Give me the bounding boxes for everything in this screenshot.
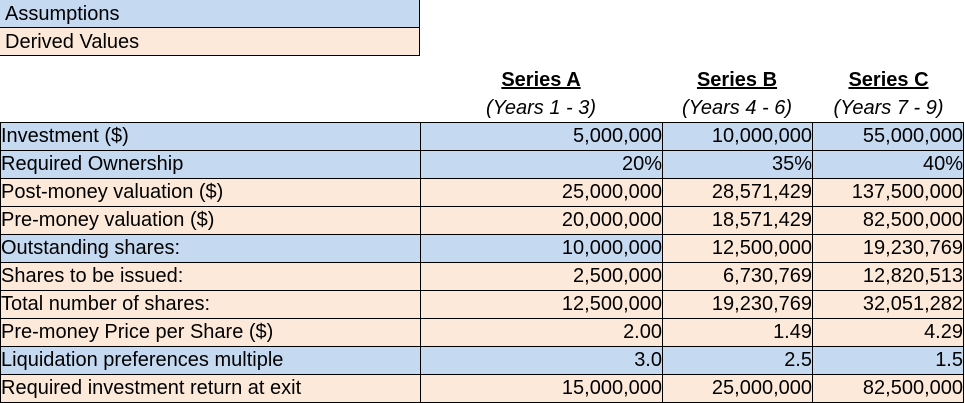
table-row-liquidation-multiple: Liquidation preferences multiple 3.0 2.5… [0, 346, 964, 375]
series-c-subtitle[interactable]: (Years 7 - 9) [833, 97, 944, 119]
cell-series-b[interactable]: 6,730,769 [662, 262, 813, 291]
cell-series-c[interactable]: 55,000,000 [812, 122, 964, 151]
series-a-title[interactable]: Series A [501, 69, 581, 91]
cell-series-a[interactable]: 5,000,000 [420, 122, 663, 151]
row-label[interactable]: Liquidation preferences multiple [0, 346, 421, 375]
cell-series-b[interactable]: 35% [662, 150, 813, 179]
row-label[interactable]: Required investment return at exit [0, 374, 421, 403]
cell-series-a[interactable]: 10,000,000 [420, 234, 663, 263]
row-label[interactable]: Total number of shares: [0, 290, 421, 319]
row-label[interactable]: Outstanding shares: [0, 234, 421, 263]
cell-series-a[interactable]: 2,500,000 [420, 262, 663, 291]
cell-series-b[interactable]: 12,500,000 [662, 234, 813, 263]
cell-series-b[interactable]: 25,000,000 [662, 374, 813, 403]
cell-series-c[interactable]: 32,051,282 [812, 290, 964, 319]
cell-series-a[interactable]: 2.00 [420, 318, 663, 347]
table-row-investment: Investment ($) 5,000,000 10,000,000 55,0… [0, 122, 964, 151]
cell-series-c[interactable]: 1.5 [812, 346, 964, 375]
column-header-series-b: Series B (Years 4 - 6) [662, 66, 812, 122]
row-label[interactable]: Investment ($) [0, 122, 421, 151]
table-row-price-per-share: Pre-money Price per Share ($) 2.00 1.49 … [0, 318, 964, 347]
cell-series-b[interactable]: 10,000,000 [662, 122, 813, 151]
cell-series-c[interactable]: 19,230,769 [812, 234, 964, 263]
cell-series-c[interactable]: 40% [812, 150, 964, 179]
cell-series-c[interactable]: 82,500,000 [812, 374, 964, 403]
cell-series-a[interactable]: 25,000,000 [420, 178, 663, 207]
cell-series-a[interactable]: 15,000,000 [420, 374, 663, 403]
financing-table: Investment ($) 5,000,000 10,000,000 55,0… [0, 122, 964, 403]
cell-series-b[interactable]: 18,571,429 [662, 206, 813, 235]
row-label[interactable]: Shares to be issued: [0, 262, 421, 291]
table-row-shares-to-be-issued: Shares to be issued: 2,500,000 6,730,769… [0, 262, 964, 291]
cell-series-c[interactable]: 12,820,513 [812, 262, 964, 291]
column-header-series-c: Series C (Years 7 - 9) [812, 66, 965, 122]
cell-series-b[interactable]: 2.5 [662, 346, 813, 375]
cell-series-a[interactable]: 20,000,000 [420, 206, 663, 235]
table-row-outstanding-shares: Outstanding shares: 10,000,000 12,500,00… [0, 234, 964, 263]
row-label[interactable]: Pre-money Price per Share ($) [0, 318, 421, 347]
cell-series-b[interactable]: 1.49 [662, 318, 813, 347]
legend-derived-values[interactable]: Derived Values [0, 28, 420, 56]
column-headers: Series A (Years 1 - 3) Series B (Years 4… [420, 66, 965, 122]
table-row-post-money-valuation: Post-money valuation ($) 25,000,000 28,5… [0, 178, 964, 207]
column-header-series-a: Series A (Years 1 - 3) [420, 66, 662, 122]
cell-series-c[interactable]: 137,500,000 [812, 178, 964, 207]
table-row-required-return: Required investment return at exit 15,00… [0, 374, 964, 403]
cell-series-c[interactable]: 4.29 [812, 318, 964, 347]
cell-series-a[interactable]: 12,500,000 [420, 290, 663, 319]
cell-series-a[interactable]: 3.0 [420, 346, 663, 375]
series-b-title[interactable]: Series B [696, 69, 778, 91]
series-a-subtitle[interactable]: (Years 1 - 3) [485, 97, 597, 119]
legend-assumptions[interactable]: Assumptions [0, 0, 420, 28]
color-legend: Assumptions Derived Values [0, 0, 420, 56]
cell-series-b[interactable]: 19,230,769 [662, 290, 813, 319]
table-row-required-ownership: Required Ownership 20% 35% 40% [0, 150, 964, 179]
table-row-pre-money-valuation: Pre-money valuation ($) 20,000,000 18,57… [0, 206, 964, 235]
cell-series-b[interactable]: 28,571,429 [662, 178, 813, 207]
row-label[interactable]: Pre-money valuation ($) [0, 206, 421, 235]
series-b-subtitle[interactable]: (Years 4 - 6) [681, 97, 793, 119]
row-label[interactable]: Required Ownership [0, 150, 421, 179]
table-row-total-shares: Total number of shares: 12,500,000 19,23… [0, 290, 964, 319]
cell-series-a[interactable]: 20% [420, 150, 663, 179]
row-label[interactable]: Post-money valuation ($) [0, 178, 421, 207]
series-c-title[interactable]: Series C [848, 69, 929, 91]
cell-series-c[interactable]: 82,500,000 [812, 206, 964, 235]
